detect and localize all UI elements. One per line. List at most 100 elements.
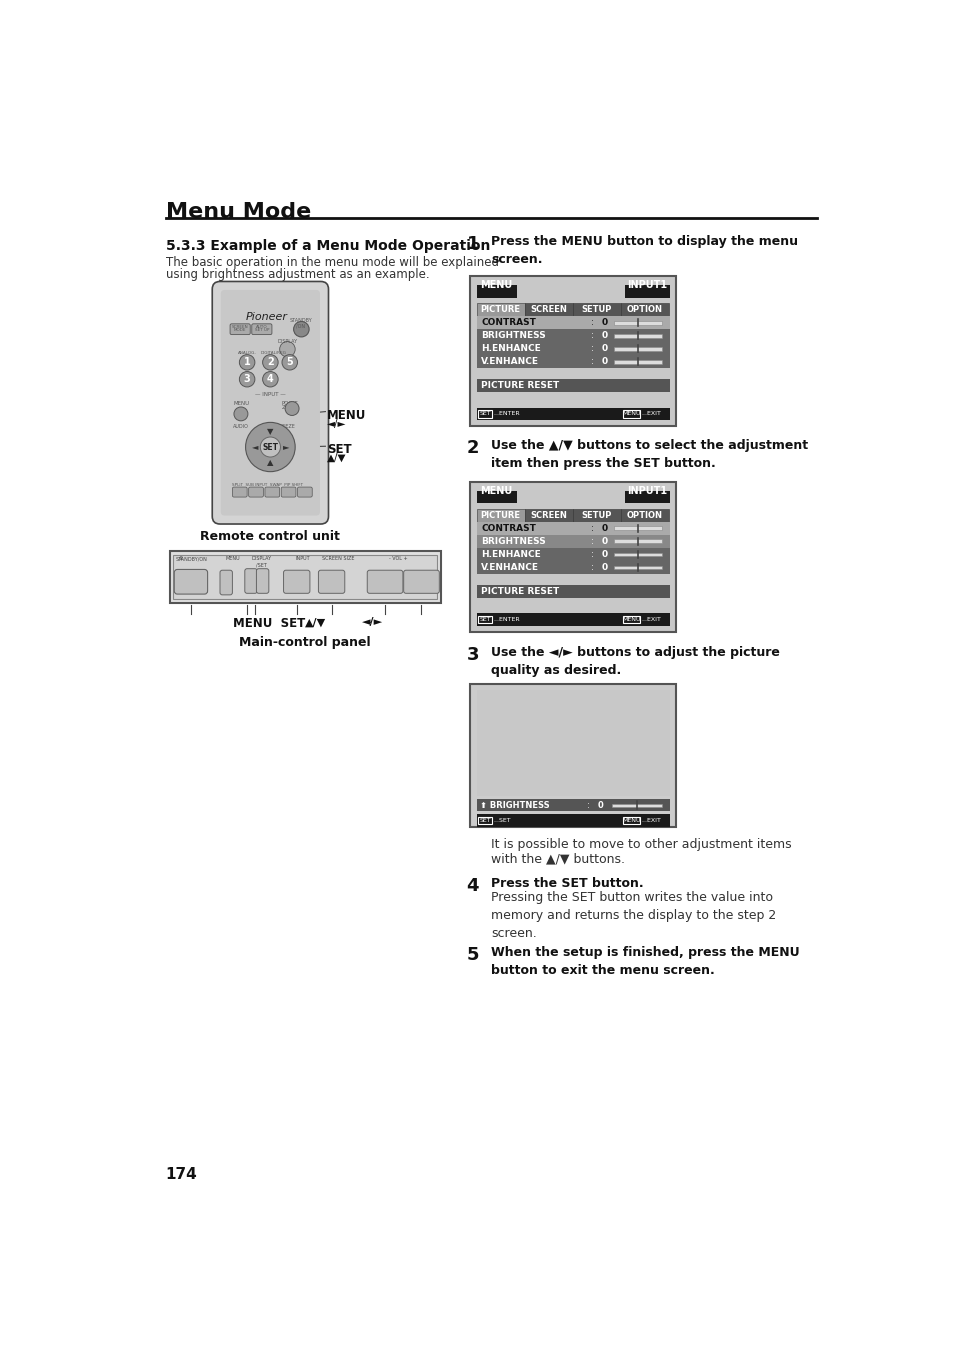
Text: Pressing the SET button writes the value into
memory and returns the display to : Pressing the SET button writes the value… — [491, 890, 776, 939]
Bar — [620, 303, 668, 316]
Bar — [613, 566, 661, 570]
Text: ...EXIT: ...EXIT — [641, 412, 660, 416]
FancyBboxPatch shape — [297, 488, 312, 497]
Bar — [476, 392, 669, 408]
Circle shape — [282, 354, 297, 370]
Circle shape — [239, 372, 254, 386]
Text: PICTURE RESET: PICTURE RESET — [480, 586, 558, 596]
Bar — [476, 355, 669, 369]
Text: OPTION: OPTION — [626, 511, 662, 520]
Bar — [477, 411, 492, 417]
Text: The basic operation in the menu mode will be explained: The basic operation in the menu mode wil… — [166, 257, 498, 269]
Bar — [476, 815, 669, 827]
Text: SET: SET — [262, 443, 278, 451]
Text: :: : — [590, 563, 593, 571]
Text: SPLIT  SUB INPUT  SWAP  PIP SHIFT: SPLIT SUB INPUT SWAP PIP SHIFT — [232, 484, 302, 488]
Text: Use the ▲/▼ buttons to select the adjustment
item then press the SET button.: Use the ▲/▼ buttons to select the adjust… — [491, 439, 807, 470]
Bar — [476, 549, 669, 561]
Text: SCREEN: SCREEN — [530, 305, 566, 313]
Text: ZOOM: ZOOM — [282, 405, 298, 409]
Text: 4: 4 — [466, 877, 478, 894]
Circle shape — [239, 354, 254, 370]
Text: MENU: MENU — [480, 486, 513, 496]
Bar — [476, 561, 669, 574]
Text: V.ENHANCE: V.ENHANCE — [480, 358, 538, 366]
Bar — [470, 276, 675, 426]
Bar — [613, 359, 661, 363]
FancyBboxPatch shape — [367, 570, 402, 593]
Circle shape — [260, 436, 280, 457]
Bar — [170, 551, 440, 604]
Text: CONTRAST: CONTRAST — [480, 524, 536, 532]
Text: ◄/►: ◄/► — [327, 419, 346, 428]
Text: When the setup is finished, press the MENU
button to exit the menu screen.: When the setup is finished, press the ME… — [491, 946, 799, 977]
Text: DISPLAY: DISPLAY — [277, 339, 297, 345]
Text: STANDBY: STANDBY — [289, 319, 312, 323]
Text: PICTURE: PICTURE — [480, 305, 520, 313]
Bar — [524, 508, 572, 521]
Text: MODE: MODE — [233, 328, 246, 331]
Bar — [572, 508, 620, 521]
Text: - VOL +: - VOL + — [389, 557, 407, 562]
Bar — [476, 613, 669, 626]
FancyBboxPatch shape — [220, 290, 319, 516]
Text: V.ENHANCE: V.ENHANCE — [480, 563, 538, 571]
Text: SETUP: SETUP — [580, 305, 611, 313]
Bar — [470, 482, 675, 632]
Bar — [524, 303, 572, 316]
Text: ▲: ▲ — [267, 458, 274, 467]
Text: Remote control unit: Remote control unit — [200, 530, 340, 543]
FancyBboxPatch shape — [212, 281, 328, 524]
Text: SCREEN SIZE: SCREEN SIZE — [321, 557, 354, 562]
FancyBboxPatch shape — [245, 569, 257, 593]
FancyBboxPatch shape — [256, 569, 269, 593]
Text: 2: 2 — [466, 439, 478, 458]
Text: :: : — [590, 345, 593, 354]
Bar — [624, 285, 669, 297]
Text: 5.3.3 Example of a Menu Mode Operation: 5.3.3 Example of a Menu Mode Operation — [166, 239, 490, 253]
Text: STANDBY/ON: STANDBY/ON — [175, 557, 207, 562]
Text: Main-control panel: Main-control panel — [239, 636, 371, 648]
Text: ...EXIT: ...EXIT — [641, 617, 660, 621]
Text: FREEZE: FREEZE — [276, 424, 295, 428]
Text: :: : — [586, 801, 589, 809]
Bar — [613, 334, 661, 338]
Text: :: : — [590, 550, 593, 559]
Text: with the ▲/▼ buttons.: with the ▲/▼ buttons. — [491, 852, 624, 865]
Bar — [620, 508, 668, 521]
Bar — [476, 535, 669, 549]
FancyBboxPatch shape — [230, 324, 250, 335]
Bar — [476, 408, 669, 420]
Text: BRIGHTNESS: BRIGHTNESS — [480, 331, 545, 340]
Bar — [476, 574, 669, 585]
Text: DIGITAL/REG: DIGITAL/REG — [261, 351, 287, 355]
Text: SET: SET — [478, 412, 491, 416]
Text: 1: 1 — [244, 357, 251, 367]
Text: H.ENHANCE: H.ENHANCE — [480, 550, 540, 559]
Bar — [613, 539, 661, 543]
Text: 5: 5 — [466, 946, 478, 965]
Text: 0: 0 — [601, 331, 607, 340]
Bar — [476, 690, 669, 796]
Circle shape — [285, 401, 298, 416]
Text: 0: 0 — [601, 563, 607, 571]
Text: SET UP: SET UP — [254, 328, 269, 331]
Text: 3: 3 — [244, 374, 251, 384]
Text: SETUP: SETUP — [580, 511, 611, 520]
Text: — INPUT —: — INPUT — — [254, 392, 286, 397]
FancyBboxPatch shape — [283, 570, 310, 593]
Text: ⬆ BRIGHTNESS: ⬆ BRIGHTNESS — [479, 801, 549, 809]
Text: 0: 0 — [601, 536, 607, 546]
Text: 0: 0 — [601, 358, 607, 366]
Bar — [476, 342, 669, 355]
Text: OPTION: OPTION — [626, 305, 662, 313]
Text: Pioneer: Pioneer — [245, 312, 287, 323]
Text: INPUT: INPUT — [295, 557, 310, 562]
Text: MENU: MENU — [480, 280, 513, 290]
Text: ⑧: ⑧ — [179, 557, 183, 562]
Bar — [613, 320, 661, 324]
Text: Press the SET button.: Press the SET button. — [491, 877, 643, 890]
Bar — [476, 380, 669, 392]
Text: 4: 4 — [267, 374, 274, 384]
Text: ►: ► — [282, 443, 289, 451]
